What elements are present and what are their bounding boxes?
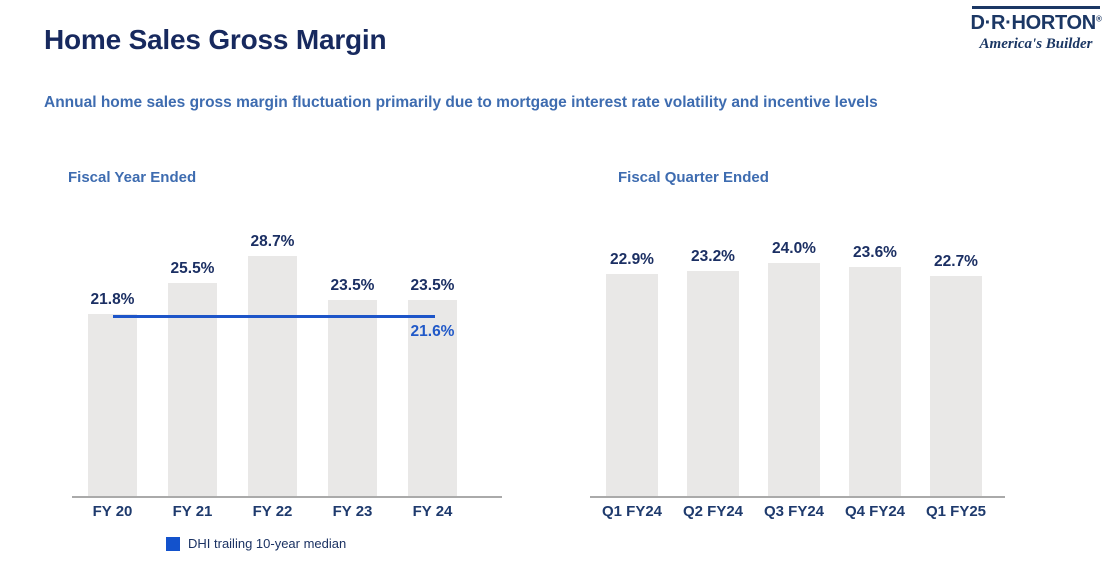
registered-trademark: ®: [1095, 13, 1102, 23]
bar-value-label: 23.5%: [410, 277, 455, 294]
page-title: Home Sales Gross Margin: [44, 24, 387, 55]
x-axis-tick: FY 21: [172, 503, 213, 520]
x-axis-tick: FY 22: [252, 503, 293, 520]
bar-fy-24: [408, 300, 457, 497]
drhorton-logo: D·R·HORTON® America's Builder: [966, 6, 1106, 53]
x-axis-tick: Q4 FY24: [844, 503, 906, 520]
logo-wordmark-text: D·R·HORTON: [970, 11, 1096, 34]
bar-q2-fy24: [687, 271, 739, 497]
logo-tagline: America's Builder: [979, 35, 1093, 52]
x-axis-tick: FY 20: [92, 503, 133, 520]
fiscal-year-chart-title: Fiscal Year Ended: [68, 169, 197, 186]
fiscal-quarter-x-axis-line: [590, 496, 1005, 498]
bar-value-label: 23.5%: [330, 277, 375, 294]
bar-fy-21: [168, 283, 217, 497]
bar-value-label: 28.7%: [250, 233, 295, 250]
fiscal-year-x-axis-line: [72, 496, 502, 498]
bar-value-label: 21.8%: [90, 291, 135, 308]
bar-fy-20: [88, 314, 137, 497]
fiscal-quarter-chart-title: Fiscal Quarter Ended: [618, 169, 769, 186]
bar-value-label: 23.6%: [853, 244, 897, 261]
fiscal-year-plot-area: 21.8% 25.5% 28.7% 23.5% 23.5% 21.6%: [68, 165, 513, 497]
bar-value-label: 23.2%: [691, 248, 735, 265]
bar-fy-23: [328, 300, 377, 497]
median-value-label: 21.6%: [410, 323, 455, 340]
x-axis-tick: Q2 FY24: [682, 503, 744, 520]
legend-swatch: [166, 536, 180, 551]
bar-value-label: 24.0%: [772, 240, 816, 257]
page-subtitle: Annual home sales gross margin fluctuati…: [44, 94, 878, 111]
x-axis-tick: Q1 FY25: [925, 503, 987, 520]
bar-q4-fy24: [849, 267, 901, 497]
bar-q3-fy24: [768, 263, 820, 497]
bar-q1-fy24: [606, 274, 658, 497]
x-axis-tick: Q1 FY24: [601, 503, 663, 520]
median-line: [113, 315, 435, 318]
x-axis-tick: FY 23: [332, 503, 373, 520]
bar-fy-22: [248, 256, 297, 497]
bar-value-label: 25.5%: [170, 260, 215, 277]
logo-rule: [972, 6, 1100, 9]
x-axis-tick: FY 24: [412, 503, 453, 520]
bar-value-label: 22.9%: [610, 251, 654, 268]
fiscal-quarter-chart: Fiscal Quarter Ended 22.9% 23.2% 24.0% 23.6…: [588, 165, 1018, 565]
legend-label: DHI trailing 10-year median: [188, 536, 347, 551]
bar-value-label: 22.7%: [934, 253, 978, 270]
median-legend: DHI trailing 10-year median: [166, 536, 346, 551]
x-axis-tick: Q3 FY24: [763, 503, 825, 520]
bar-q1-fy25: [930, 276, 982, 497]
fiscal-year-chart: Fiscal Year Ended 21.8% 25.5% 28.7% 23.5% 23…: [68, 165, 513, 565]
fiscal-quarter-plot-area: 22.9% 23.2% 24.0% 23.6% 22.7%: [588, 165, 1018, 497]
logo-wordmark: D·R·HORTON®: [966, 12, 1106, 35]
